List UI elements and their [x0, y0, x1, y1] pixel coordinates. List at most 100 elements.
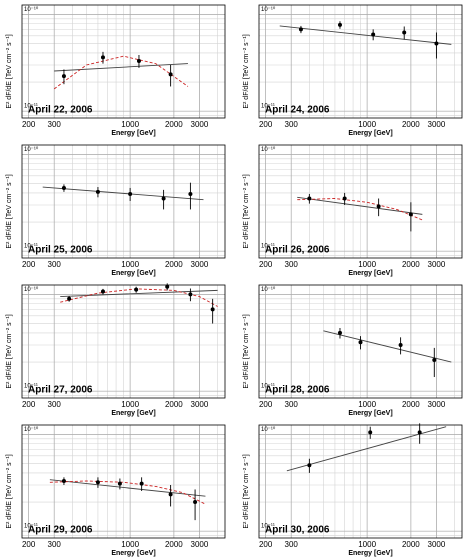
x-tick-label: 3000: [428, 120, 446, 129]
x-tick-label: 300: [48, 260, 62, 269]
x-tick-label: 200: [22, 540, 36, 549]
x-tick-label: 200: [22, 260, 36, 269]
data-point: [434, 41, 439, 46]
data-point: [117, 481, 122, 486]
panel: 200 300 1000 2000 3000 10⁻¹¹ 10⁻¹⁰ Energy [GeV]…: [6, 144, 226, 277]
x-tick-label: 2000: [165, 400, 183, 409]
data-point: [188, 292, 193, 297]
data-point: [337, 330, 342, 335]
data-point: [61, 185, 66, 190]
x-axis-label: Energy [GeV]: [111, 410, 155, 417]
y-tick-label: 10⁻¹¹: [24, 384, 38, 390]
y-tick-label: 10⁻¹¹: [261, 524, 275, 530]
y-tick-label: 10⁻¹⁰: [24, 146, 39, 153]
data-point: [307, 196, 312, 201]
x-tick-label: 2000: [165, 120, 183, 129]
x-tick-label: 3000: [428, 400, 446, 409]
y-axis-label: E² dF/dE [TeV cm⁻² s⁻¹]: [6, 34, 13, 108]
data-point: [95, 189, 100, 194]
panel: 200 300 1000 2000 3000 10⁻¹¹ 10⁻¹⁰ Energy [GeV]…: [243, 4, 463, 137]
fit-line: [323, 330, 452, 363]
data-point: [193, 500, 198, 505]
data-point: [417, 430, 422, 435]
y-axis-label: E² dF/dE [TeV cm⁻² s⁻¹]: [243, 314, 250, 388]
date-label: April 27, 2006: [28, 385, 93, 396]
data-point: [61, 478, 66, 483]
fit-curve: [297, 198, 423, 221]
x-tick-label: 300: [48, 540, 62, 549]
x-tick-label: 300: [285, 540, 299, 549]
y-axis-label: E² dF/dE [TeV cm⁻² s⁻¹]: [243, 34, 250, 108]
x-tick-label: 1000: [358, 540, 376, 549]
panel: 200 300 1000 2000 3000 10⁻¹¹ 10⁻¹⁰ Energy [GeV]…: [6, 424, 226, 557]
x-tick-label: 2000: [402, 120, 420, 129]
x-axis-label: Energy [GeV]: [348, 130, 392, 137]
data-point: [134, 287, 139, 292]
x-tick-label: 300: [285, 120, 299, 129]
data-point: [307, 463, 312, 468]
x-tick-label: 1000: [121, 120, 139, 129]
x-tick-label: 300: [48, 400, 62, 409]
data-point: [408, 212, 413, 217]
date-label: April 28, 2006: [265, 385, 330, 396]
data-point: [402, 30, 407, 35]
plot-frame: [258, 4, 463, 119]
plot-frame: [21, 4, 226, 119]
plot-frame: [21, 144, 226, 259]
x-tick-label: 200: [259, 400, 273, 409]
y-tick-label: 10⁻¹¹: [261, 384, 275, 390]
data-point: [168, 72, 173, 77]
x-axis-label: Energy [GeV]: [348, 550, 392, 557]
fit-line: [42, 186, 204, 201]
panel: 200 300 1000 2000 3000 10⁻¹¹ 10⁻¹⁰ Energy [GeV]…: [6, 4, 226, 137]
y-tick-label: 10⁻¹¹: [261, 104, 275, 110]
plot-frame: [21, 284, 226, 399]
date-label: April 24, 2006: [265, 105, 330, 116]
x-tick-label: 1000: [358, 120, 376, 129]
data-point: [210, 307, 215, 312]
y-tick-label: 10⁻¹¹: [24, 104, 38, 110]
x-tick-label: 2000: [165, 540, 183, 549]
fit-line: [54, 63, 188, 72]
x-tick-label: 3000: [428, 540, 446, 549]
x-tick-label: 3000: [191, 540, 209, 549]
date-label: April 25, 2006: [28, 245, 93, 256]
data-point: [376, 204, 381, 209]
x-tick-label: 1000: [121, 260, 139, 269]
y-axis-label: E² dF/dE [TeV cm⁻² s⁻¹]: [6, 174, 13, 248]
fit-curve: [53, 55, 189, 90]
y-tick-label: 10⁻¹⁰: [24, 286, 39, 293]
data-point: [61, 74, 66, 79]
x-axis-label: Energy [GeV]: [348, 410, 392, 417]
x-axis-label: Energy [GeV]: [111, 130, 155, 137]
x-tick-label: 1000: [121, 400, 139, 409]
data-point: [136, 58, 141, 63]
y-tick-label: 10⁻¹¹: [24, 524, 38, 530]
data-point: [67, 296, 72, 301]
x-tick-label: 2000: [402, 400, 420, 409]
x-tick-label: 2000: [165, 260, 183, 269]
fit-line: [279, 25, 452, 45]
panel: 200 300 1000 2000 3000 10⁻¹¹ 10⁻¹⁰ Energy [GeV]…: [243, 144, 463, 277]
plot-frame: [258, 284, 463, 399]
x-tick-label: 3000: [191, 120, 209, 129]
data-point: [95, 480, 100, 485]
data-point: [368, 430, 373, 435]
y-tick-label: 10⁻¹⁰: [24, 426, 39, 433]
x-tick-label: 3000: [191, 260, 209, 269]
panel: 200 300 1000 2000 3000 10⁻¹¹ 10⁻¹⁰ Energy [GeV]…: [243, 423, 463, 557]
x-tick-label: 200: [22, 400, 36, 409]
y-axis-label: E² dF/dE [TeV cm⁻² s⁻¹]: [243, 454, 250, 528]
y-axis-label: E² dF/dE [TeV cm⁻² s⁻¹]: [6, 314, 13, 388]
data-point: [139, 481, 144, 486]
y-tick-label: 10⁻¹⁰: [261, 426, 276, 433]
panel: 200 300 1000 2000 3000 10⁻¹¹ 10⁻¹⁰ Energy [GeV]…: [6, 283, 226, 417]
y-axis-label: E² dF/dE [TeV cm⁻² s⁻¹]: [243, 174, 250, 248]
x-tick-label: 200: [22, 120, 36, 129]
data-point: [100, 289, 105, 294]
date-label: April 26, 2006: [265, 245, 330, 256]
data-point: [358, 340, 363, 345]
data-point: [432, 357, 437, 362]
y-axis-label: E² dF/dE [TeV cm⁻² s⁻¹]: [6, 454, 13, 528]
